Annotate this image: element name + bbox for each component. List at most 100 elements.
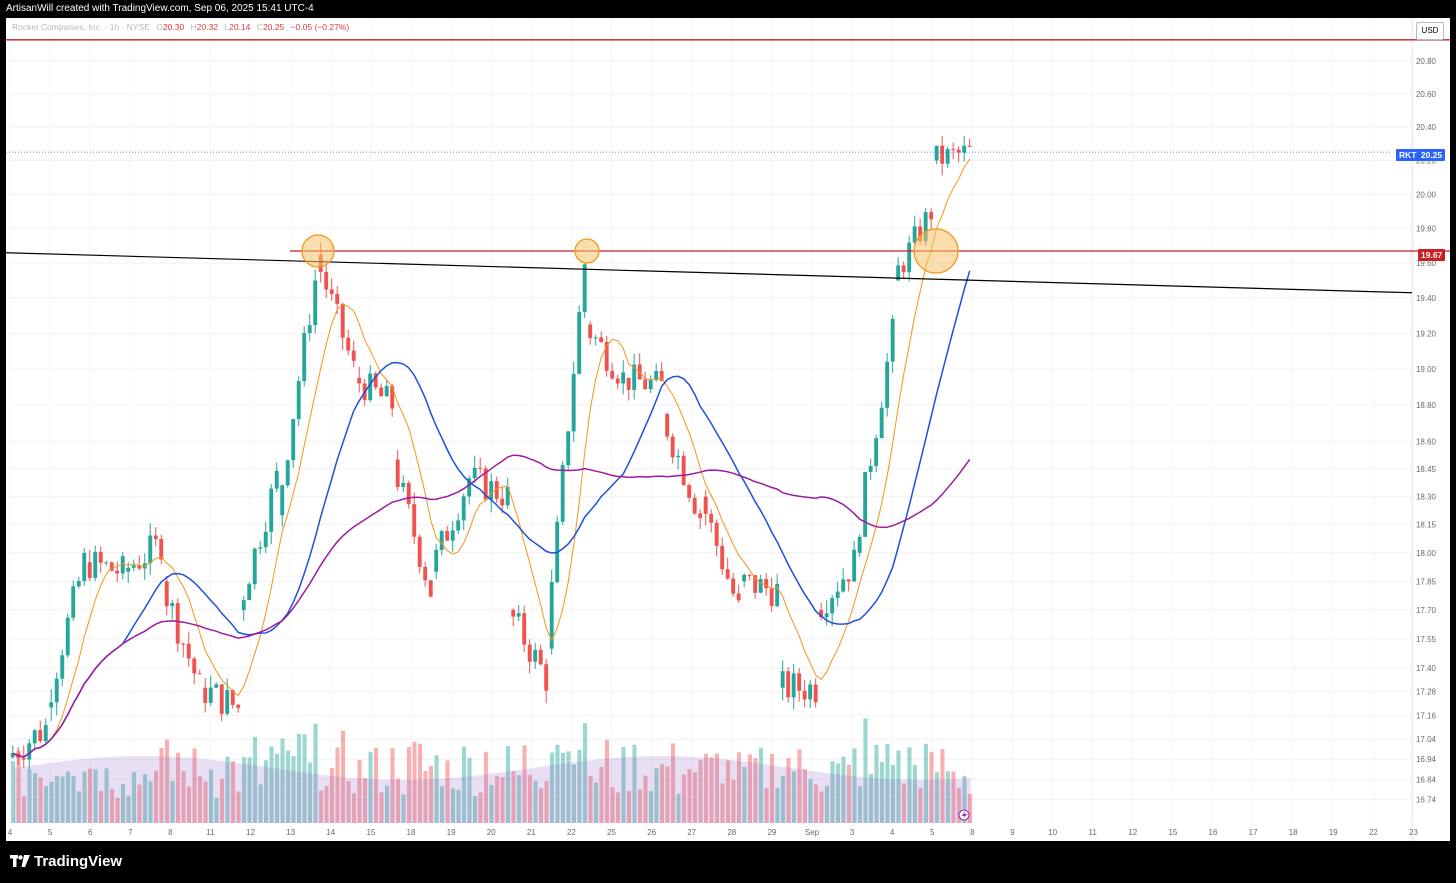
candle-body [467,478,472,497]
volume-bar [280,738,285,823]
candle-body [434,549,439,572]
volume-bar [82,771,87,823]
candle-body [269,488,274,532]
candle-body [395,459,400,487]
high-value: 20.32 [196,22,219,32]
candle-body [225,690,230,714]
candle-body [764,578,769,589]
candle-body [456,520,461,531]
symbol-text: Rocket Companies, Inc. · 1h · NYSE [12,22,150,32]
volume-bar [439,786,445,823]
y-tick-label: 19.60 [1416,259,1437,268]
y-tick-label: 20.00 [1416,190,1437,199]
candle-body [610,370,615,379]
volume-bar [434,755,439,823]
volume-bar [956,788,962,823]
volume-bar [951,771,956,823]
candle-body [742,574,747,582]
x-tick-label: 5 [48,828,53,837]
x-tick-label: 23 [1409,828,1418,837]
candle-body [808,684,813,700]
candle-body [560,465,565,522]
volume-bar [401,794,406,823]
candle-body [82,552,87,581]
volume-bar [841,756,846,823]
candle-body [280,485,285,516]
candle-body [406,482,411,505]
x-tick-label: 4 [890,828,895,837]
candle-body [956,149,961,153]
volume-bar [692,772,698,823]
price-chart[interactable]: 20.80 20.60 20.40 20.20 20.00 19.80 19.60 19.40… [6,18,1450,841]
volume-bar [775,787,780,823]
y-tick-label: 16.74 [1416,796,1437,805]
candle-body [346,337,351,351]
y-tick-label: 18.80 [1416,401,1437,410]
x-tick-label: 22 [1369,828,1378,837]
y-tick-label: 19.80 [1416,225,1437,234]
volume-bar [230,761,236,823]
volume-bar [830,761,835,823]
volume-bar [76,791,82,823]
candle-body [494,481,499,499]
volume-bar [170,780,175,823]
volume-bar [874,744,879,823]
candle-body [951,149,956,151]
moving-average-line [12,158,971,758]
currency-button[interactable]: USD [1416,22,1444,40]
candle-body [753,575,758,593]
candle-body [791,673,796,698]
volume-bar [676,793,681,823]
close-value: 20.25 [262,22,285,32]
y-tick-label: 18.45 [1416,465,1437,474]
volume-bar [115,797,120,823]
volume-bar [65,771,71,823]
volume-bar [335,747,340,823]
x-tick-label: 19 [447,828,456,837]
candle-body [302,332,307,382]
candle-body [49,702,54,708]
volume-bar [736,752,742,823]
volume-bar [461,746,467,823]
candle-body [643,379,648,390]
volume-bar [907,747,912,823]
chart-frame[interactable]: 20.80 20.60 20.40 20.20 20.00 19.80 19.60 19.40… [6,18,1450,841]
candle-body [54,678,59,703]
candle-body [527,644,532,662]
candle-body [824,613,829,618]
y-tick-label: 20.20 [1416,157,1437,166]
volume-bar [417,743,423,823]
y-tick-label: 16.94 [1416,755,1437,764]
volume-bar [423,771,428,823]
candle-body [802,690,807,700]
trendline [6,252,1413,294]
open-label: O [156,22,163,32]
volume-bar [962,775,967,823]
volume-bar [549,752,555,823]
volume-bar [384,785,390,823]
volume-bar [225,756,230,823]
y-tick-label: 20.80 [1416,57,1437,66]
volume-bar [263,760,269,823]
candle-body [439,531,444,550]
volume-bar [896,750,901,823]
volume-bar [137,784,142,823]
volume-bar [659,764,665,823]
volume-bar [186,786,192,823]
candle-body [285,460,290,486]
volume-bar [21,796,27,823]
volume-bar [560,752,566,823]
volume-bar [544,780,549,823]
volume-bar [901,783,907,823]
open-value: 20.30 [162,22,185,32]
volume-bar [274,753,280,823]
symbol-legend: Rocket Companies, Inc. · 1h · NYSE O20.3… [12,22,349,32]
y-tick-label: 20.60 [1416,90,1437,99]
x-tick-label: 7 [128,828,133,837]
candle-body [445,531,450,541]
candle-body [159,539,164,560]
volume-bar [967,793,972,823]
candle-body [412,504,417,537]
candle-body [626,377,631,390]
candle-body [797,673,802,691]
